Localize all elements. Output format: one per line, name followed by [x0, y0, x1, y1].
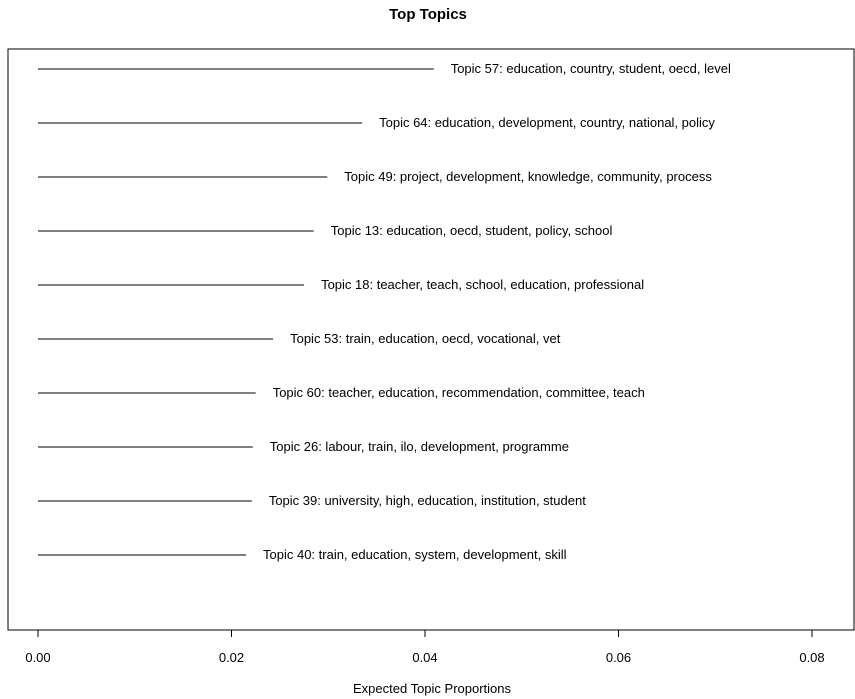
x-tick-label: 0.00 — [25, 650, 50, 665]
x-axis-label: Expected Topic Proportions — [353, 681, 512, 696]
x-tick-label: 0.06 — [606, 650, 631, 665]
bar-label: Topic 57: education, country, student, o… — [451, 61, 731, 76]
bar-label: Topic 39: university, high, education, i… — [269, 493, 586, 508]
bar-label: Topic 53: train, education, oecd, vocati… — [290, 331, 561, 346]
chart-title: Top Topics — [389, 6, 467, 23]
bar-label: Topic 13: education, oecd, student, poli… — [331, 223, 613, 238]
x-tick-label: 0.08 — [799, 650, 824, 665]
x-axis: 0.00 0.02 0.04 0.06 0.08 — [25, 629, 825, 665]
bar-label: Topic 60: teacher, education, recommenda… — [273, 385, 645, 400]
bar-label: Topic 18: teacher, teach, school, educat… — [321, 277, 644, 292]
bar-label: Topic 49: project, development, knowledg… — [344, 169, 712, 184]
bars-layer — [38, 68, 434, 556]
bar-label: Topic 26: labour, train, ilo, developmen… — [270, 439, 569, 454]
x-tick-label: 0.02 — [219, 650, 244, 665]
bar-label: Topic 64: education, development, countr… — [379, 115, 715, 130]
bar-label: Topic 40: train, education, system, deve… — [263, 547, 567, 562]
x-tick-label: 0.04 — [412, 650, 437, 665]
bar-labels-layer: Topic 57: education, country, student, o… — [263, 61, 731, 562]
